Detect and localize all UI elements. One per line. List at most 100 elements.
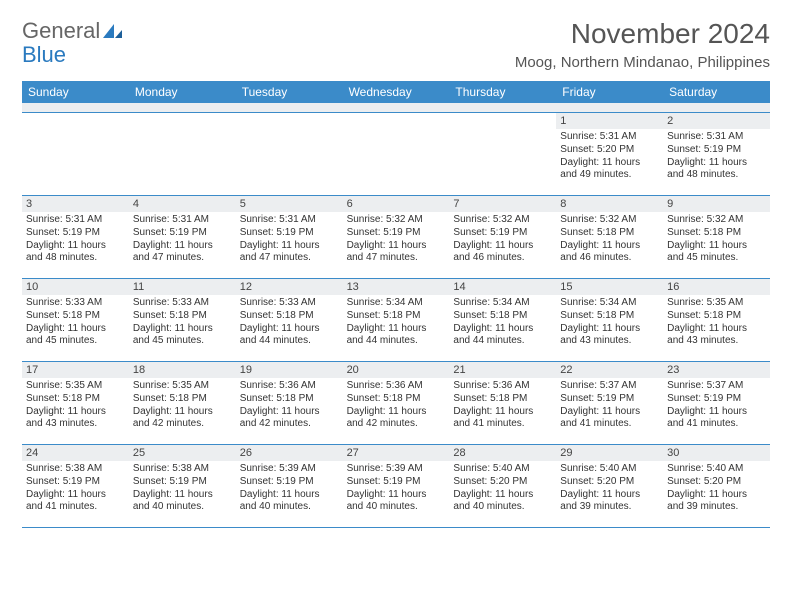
sunset-text: Sunset: 5:18 PM — [453, 393, 552, 406]
day-cell: 1Sunrise: 5:31 AMSunset: 5:20 PMDaylight… — [556, 113, 663, 195]
day-cell: 7Sunrise: 5:32 AMSunset: 5:19 PMDaylight… — [449, 196, 556, 278]
sunset-text: Sunset: 5:19 PM — [26, 476, 125, 489]
day-number: 17 — [22, 362, 129, 378]
daylight-text: Daylight: 11 hours and 39 minutes. — [560, 489, 659, 515]
daylight-text: Daylight: 11 hours and 48 minutes. — [26, 240, 125, 266]
weekday-label: Saturday — [663, 81, 770, 103]
day-cell: 22Sunrise: 5:37 AMSunset: 5:19 PMDayligh… — [556, 362, 663, 444]
sunrise-text: Sunrise: 5:35 AM — [667, 297, 766, 310]
calendar-body: 1Sunrise: 5:31 AMSunset: 5:20 PMDaylight… — [22, 113, 770, 528]
day-cell: 5Sunrise: 5:31 AMSunset: 5:19 PMDaylight… — [236, 196, 343, 278]
sunset-text: Sunset: 5:19 PM — [667, 393, 766, 406]
day-number: 28 — [449, 445, 556, 461]
daylight-text: Daylight: 11 hours and 41 minutes. — [26, 489, 125, 515]
day-number: 6 — [343, 196, 450, 212]
daylight-text: Daylight: 11 hours and 46 minutes. — [453, 240, 552, 266]
day-cell: 17Sunrise: 5:35 AMSunset: 5:18 PMDayligh… — [22, 362, 129, 444]
weekday-label: Monday — [129, 81, 236, 103]
day-cell: 11Sunrise: 5:33 AMSunset: 5:18 PMDayligh… — [129, 279, 236, 361]
day-number: 21 — [449, 362, 556, 378]
title-block: November 2024 Moog, Northern Mindanao, P… — [515, 18, 770, 71]
day-number: 24 — [22, 445, 129, 461]
sunset-text: Sunset: 5:19 PM — [347, 476, 446, 489]
sunrise-text: Sunrise: 5:37 AM — [667, 380, 766, 393]
sunset-text: Sunset: 5:19 PM — [347, 227, 446, 240]
sunset-text: Sunset: 5:18 PM — [560, 310, 659, 323]
day-number: 13 — [343, 279, 450, 295]
sunrise-text: Sunrise: 5:35 AM — [26, 380, 125, 393]
sunrise-text: Sunrise: 5:31 AM — [133, 214, 232, 227]
sunrise-text: Sunrise: 5:33 AM — [133, 297, 232, 310]
daylight-text: Daylight: 11 hours and 45 minutes. — [667, 240, 766, 266]
day-number: 8 — [556, 196, 663, 212]
sunrise-text: Sunrise: 5:37 AM — [560, 380, 659, 393]
weekday-label: Friday — [556, 81, 663, 103]
sunrise-text: Sunrise: 5:40 AM — [560, 463, 659, 476]
day-number: 22 — [556, 362, 663, 378]
sunset-text: Sunset: 5:18 PM — [26, 393, 125, 406]
sunrise-text: Sunrise: 5:32 AM — [560, 214, 659, 227]
daylight-text: Daylight: 11 hours and 49 minutes. — [560, 157, 659, 183]
daylight-text: Daylight: 11 hours and 40 minutes. — [133, 489, 232, 515]
day-number: 30 — [663, 445, 770, 461]
sunset-text: Sunset: 5:19 PM — [453, 227, 552, 240]
sunrise-text: Sunrise: 5:31 AM — [240, 214, 339, 227]
day-cell: 27Sunrise: 5:39 AMSunset: 5:19 PMDayligh… — [343, 445, 450, 527]
daylight-text: Daylight: 11 hours and 41 minutes. — [667, 406, 766, 432]
sunset-text: Sunset: 5:18 PM — [240, 393, 339, 406]
calendar-weekday-header: Sunday Monday Tuesday Wednesday Thursday… — [22, 81, 770, 103]
sunrise-text: Sunrise: 5:33 AM — [240, 297, 339, 310]
day-number: 18 — [129, 362, 236, 378]
day-cell — [343, 113, 450, 195]
sunset-text: Sunset: 5:18 PM — [560, 227, 659, 240]
sunset-text: Sunset: 5:18 PM — [26, 310, 125, 323]
day-number: 5 — [236, 196, 343, 212]
location-subtitle: Moog, Northern Mindanao, Philippines — [515, 54, 770, 71]
sunset-text: Sunset: 5:20 PM — [667, 476, 766, 489]
day-number: 27 — [343, 445, 450, 461]
day-number: 19 — [236, 362, 343, 378]
day-cell: 10Sunrise: 5:33 AMSunset: 5:18 PMDayligh… — [22, 279, 129, 361]
sunset-text: Sunset: 5:19 PM — [560, 393, 659, 406]
daylight-text: Daylight: 11 hours and 47 minutes. — [240, 240, 339, 266]
day-cell: 30Sunrise: 5:40 AMSunset: 5:20 PMDayligh… — [663, 445, 770, 527]
day-cell: 24Sunrise: 5:38 AMSunset: 5:19 PMDayligh… — [22, 445, 129, 527]
day-cell: 2Sunrise: 5:31 AMSunset: 5:19 PMDaylight… — [663, 113, 770, 195]
weekday-label: Thursday — [449, 81, 556, 103]
day-cell: 3Sunrise: 5:31 AMSunset: 5:19 PMDaylight… — [22, 196, 129, 278]
sunset-text: Sunset: 5:20 PM — [453, 476, 552, 489]
sunrise-text: Sunrise: 5:39 AM — [347, 463, 446, 476]
daylight-text: Daylight: 11 hours and 43 minutes. — [667, 323, 766, 349]
day-cell: 21Sunrise: 5:36 AMSunset: 5:18 PMDayligh… — [449, 362, 556, 444]
sunrise-text: Sunrise: 5:34 AM — [347, 297, 446, 310]
sunset-text: Sunset: 5:18 PM — [133, 393, 232, 406]
month-title: November 2024 — [515, 18, 770, 50]
day-cell: 28Sunrise: 5:40 AMSunset: 5:20 PMDayligh… — [449, 445, 556, 527]
day-cell — [22, 113, 129, 195]
day-cell: 16Sunrise: 5:35 AMSunset: 5:18 PMDayligh… — [663, 279, 770, 361]
daylight-text: Daylight: 11 hours and 48 minutes. — [667, 157, 766, 183]
day-cell: 8Sunrise: 5:32 AMSunset: 5:18 PMDaylight… — [556, 196, 663, 278]
sunrise-text: Sunrise: 5:34 AM — [560, 297, 659, 310]
day-number: 7 — [449, 196, 556, 212]
calendar-week: 17Sunrise: 5:35 AMSunset: 5:18 PMDayligh… — [22, 362, 770, 445]
day-number: 2 — [663, 113, 770, 129]
daylight-text: Daylight: 11 hours and 44 minutes. — [240, 323, 339, 349]
sunrise-text: Sunrise: 5:35 AM — [133, 380, 232, 393]
weekday-label: Sunday — [22, 81, 129, 103]
daylight-text: Daylight: 11 hours and 42 minutes. — [347, 406, 446, 432]
sunrise-text: Sunrise: 5:34 AM — [453, 297, 552, 310]
day-number: 10 — [22, 279, 129, 295]
sunrise-text: Sunrise: 5:40 AM — [667, 463, 766, 476]
day-cell: 9Sunrise: 5:32 AMSunset: 5:18 PMDaylight… — [663, 196, 770, 278]
day-number: 23 — [663, 362, 770, 378]
weekday-label: Tuesday — [236, 81, 343, 103]
logo: General — [22, 18, 124, 44]
calendar-week: 24Sunrise: 5:38 AMSunset: 5:19 PMDayligh… — [22, 445, 770, 528]
sunset-text: Sunset: 5:18 PM — [347, 393, 446, 406]
day-number: 9 — [663, 196, 770, 212]
day-cell: 13Sunrise: 5:34 AMSunset: 5:18 PMDayligh… — [343, 279, 450, 361]
sunset-text: Sunset: 5:19 PM — [667, 144, 766, 157]
calendar-week: 3Sunrise: 5:31 AMSunset: 5:19 PMDaylight… — [22, 196, 770, 279]
sunset-text: Sunset: 5:18 PM — [667, 310, 766, 323]
